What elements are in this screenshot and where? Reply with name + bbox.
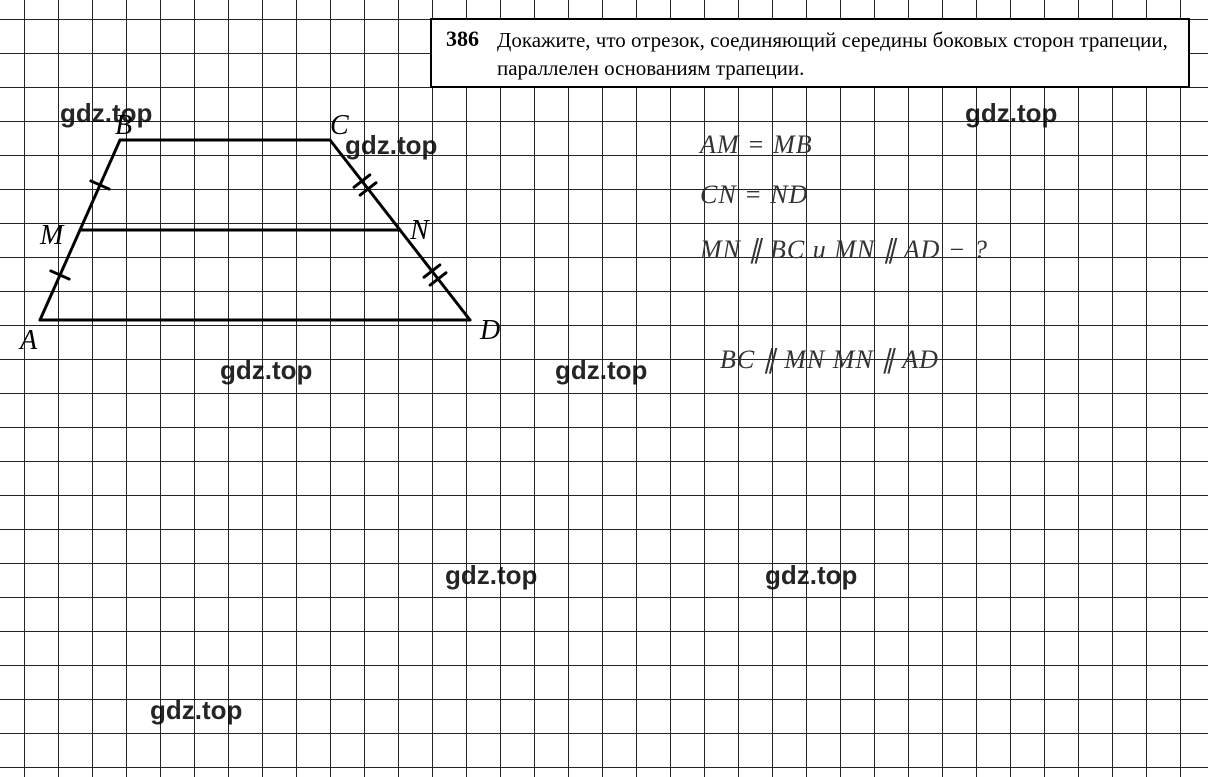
problem-text: Докажите, что отрезок, соединяющий серед… xyxy=(497,26,1174,83)
problem-box: 386 Докажите, что отрезок, соединяющий с… xyxy=(430,18,1190,88)
trapezoid-diagram: ABCDMN xyxy=(20,120,520,370)
point-label-M: M xyxy=(40,220,63,252)
handwritten-line: MN ∥ BC и MN ∥ AD − ? xyxy=(700,235,988,265)
handwritten-line: AM = MB xyxy=(700,130,813,160)
problem-number: 386 xyxy=(446,26,479,52)
point-label-D: D xyxy=(480,315,500,347)
point-label-A: A xyxy=(20,325,37,357)
handwritten-line: CN = ND xyxy=(700,180,808,210)
diagram-svg xyxy=(20,120,520,370)
grid-background xyxy=(0,0,1208,777)
point-label-N: N xyxy=(410,215,429,247)
point-label-B: B xyxy=(115,110,132,142)
handwritten-line: BC ∥ MN MN ∥ AD xyxy=(720,345,939,375)
point-label-C: C xyxy=(330,110,349,142)
